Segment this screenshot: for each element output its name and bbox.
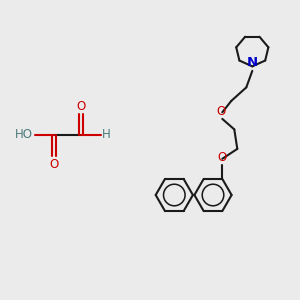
Text: O: O bbox=[50, 158, 58, 170]
Text: O: O bbox=[76, 100, 85, 112]
Text: H: H bbox=[102, 128, 111, 142]
Text: O: O bbox=[216, 105, 225, 118]
Text: HO: HO bbox=[15, 128, 33, 142]
Text: N: N bbox=[247, 56, 258, 69]
Text: O: O bbox=[218, 152, 227, 164]
